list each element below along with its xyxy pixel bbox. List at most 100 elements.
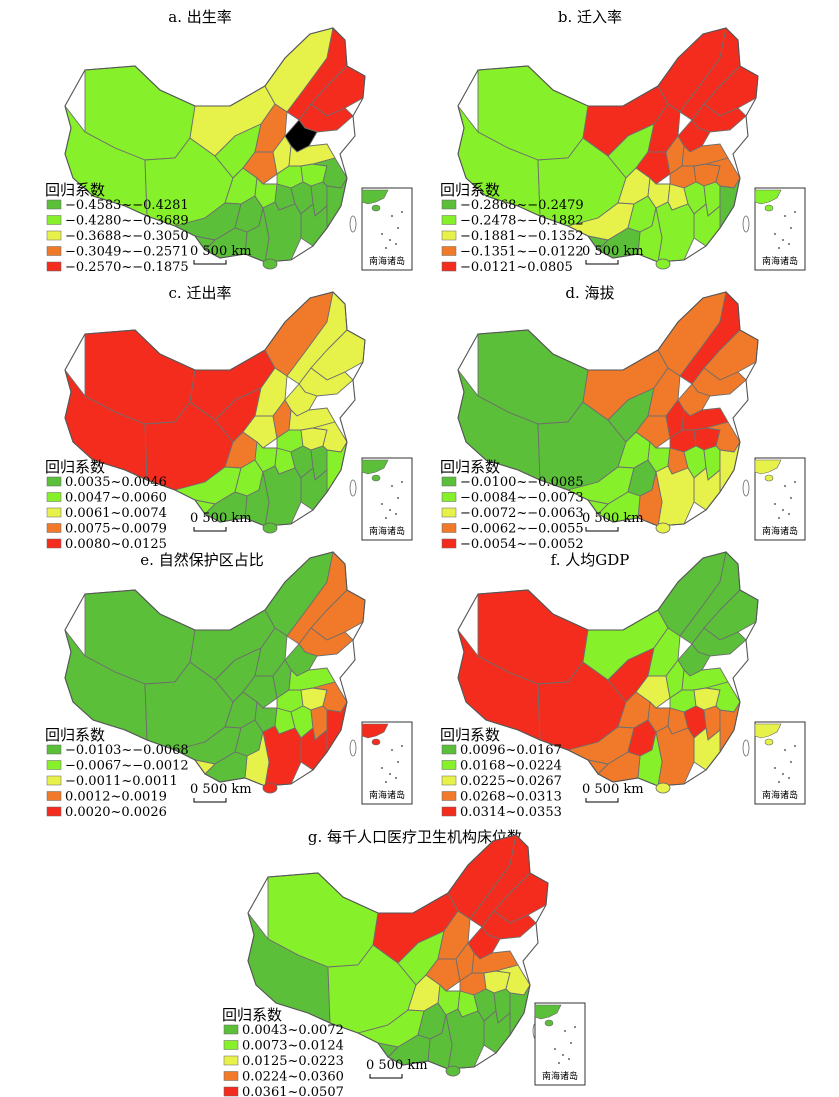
inset-label: 南海诸岛 — [762, 255, 798, 267]
taiwan-island — [742, 739, 750, 757]
legend-swatch — [46, 199, 62, 210]
inset-island-dot — [774, 767, 776, 769]
legend-swatch — [441, 230, 457, 241]
inset-map: 南海诸岛 — [361, 721, 413, 805]
panel-title: g. 每千人口医疗卫生机构床位数 — [308, 828, 522, 846]
legend-label: 0.0096~0.0167 — [460, 743, 562, 758]
legend-label: −0.2868~−0.2479 — [460, 198, 584, 213]
country-outline — [457, 27, 759, 263]
legend-swatch — [46, 806, 62, 817]
scale-bar: 0 500 km — [582, 782, 644, 803]
legend-swatch — [46, 760, 62, 770]
inset-label: 南海诸岛 — [369, 255, 405, 267]
inset-island-dot — [391, 749, 393, 751]
country-outline — [64, 291, 366, 527]
inset-island-dot — [564, 1030, 566, 1032]
inset-hainan — [544, 1019, 554, 1027]
inset-label: 南海诸岛 — [762, 789, 798, 801]
legend-label: 0.0047~0.0060 — [65, 491, 167, 506]
province-region — [262, 465, 302, 527]
legend-swatch — [441, 523, 457, 533]
legend-swatch — [441, 215, 457, 225]
inset-island-dot — [788, 243, 790, 245]
legend-title: 回归系数 — [440, 181, 500, 199]
legend-label: 0.0125~0.0223 — [242, 1054, 344, 1069]
legend-title: 回归系数 — [45, 181, 105, 199]
inset-island-dot — [554, 1048, 556, 1050]
panel-title: d. 海拔 — [565, 284, 614, 302]
hainan-island — [262, 258, 278, 270]
legend-label: −0.0054~−0.0052 — [460, 537, 584, 552]
legend-label: −0.0121~0.0805 — [460, 260, 573, 275]
legend: 回归系数0.0096~0.01670.0168~0.02240.0225~0.0… — [440, 726, 562, 820]
legend-swatch — [441, 199, 457, 210]
inset-island-dot — [784, 215, 786, 217]
scale-bar: 0 500 km — [582, 244, 644, 265]
scale-bar: 0 500 km — [366, 1058, 428, 1079]
legend-swatch — [223, 1086, 239, 1097]
scale-label: 0 500 km — [366, 1058, 428, 1073]
legend-swatch — [46, 476, 62, 487]
inset-island-dot — [788, 777, 790, 779]
scale-label: 0 500 km — [190, 511, 252, 526]
country-outline — [64, 27, 366, 263]
legend-swatch — [223, 1024, 239, 1035]
legend-swatch — [223, 1071, 239, 1081]
inset-island-dot — [385, 247, 387, 249]
inset-label: 南海诸岛 — [762, 525, 798, 537]
inset-island-dot — [385, 781, 387, 783]
inset-island-dot — [389, 239, 391, 241]
inset-label: 南海诸岛 — [369, 525, 405, 537]
inset-coast — [534, 1004, 562, 1020]
legend-swatch — [441, 538, 457, 549]
hainan-island — [262, 782, 278, 794]
inset-island-dot — [778, 247, 780, 249]
map-panel-e: e. 自然保护区占比回归系数−0.0103~−0.0068−0.0067~−0.… — [45, 551, 413, 820]
inset-hainan — [371, 204, 381, 212]
inset-hainan — [764, 474, 774, 482]
china-map — [457, 551, 759, 794]
hainan-island — [655, 782, 671, 794]
legend-swatch — [46, 261, 62, 272]
legend-title: 回归系数 — [440, 458, 500, 476]
legend-title: 回归系数 — [45, 458, 105, 476]
inset-island-dot — [782, 239, 784, 241]
inset-island-dot — [385, 517, 387, 519]
legend-label: −0.0084~−0.0073 — [460, 491, 584, 506]
legend-label: 0.0080~0.0125 — [65, 537, 167, 552]
inset-map: 南海诸岛 — [361, 457, 413, 541]
legend: 回归系数−0.0100~−0.0085−0.0084~−0.0073−0.007… — [440, 458, 584, 552]
legend-label: −0.2570~−0.1875 — [65, 260, 189, 275]
inset-label: 南海诸岛 — [542, 1070, 578, 1082]
inset-map: 南海诸岛 — [534, 1002, 586, 1086]
legend-swatch — [441, 507, 457, 518]
map-panel-a: a. 出生率回归系数−0.4583~−0.4281−0.4280~−0.3689… — [45, 8, 413, 275]
scale-label: 0 500 km — [190, 782, 252, 797]
scale-bar: 0 500 km — [190, 511, 252, 532]
inset-coast — [754, 723, 782, 739]
legend-swatch — [46, 230, 62, 241]
scale-line — [585, 527, 619, 532]
inset-island-dot — [401, 481, 403, 483]
inset-island-dot — [790, 497, 792, 499]
inset-island-dot — [391, 485, 393, 487]
legend-title: 回归系数 — [45, 726, 105, 744]
inset-island-dot — [391, 215, 393, 217]
legend-label: 0.0073~0.0124 — [242, 1039, 344, 1054]
scale-label: 0 500 km — [582, 511, 644, 526]
scale-line — [193, 798, 227, 803]
province-region — [693, 727, 721, 771]
legend-swatch — [46, 791, 62, 801]
inset-island-dot — [790, 761, 792, 763]
inset-island-dot — [794, 745, 796, 747]
province-region — [445, 1008, 485, 1070]
legend-swatch — [46, 775, 62, 786]
inset-island-dot — [395, 513, 397, 515]
legend-label: 0.0012~0.0019 — [65, 790, 167, 805]
inset-island-dot — [568, 1058, 570, 1060]
legend-swatch — [46, 492, 62, 502]
province-region — [300, 727, 328, 771]
legend-swatch — [441, 492, 457, 502]
legend: 回归系数−0.0103~−0.0068−0.0067~−0.0012−0.001… — [45, 726, 189, 820]
inset-coast — [361, 723, 389, 739]
